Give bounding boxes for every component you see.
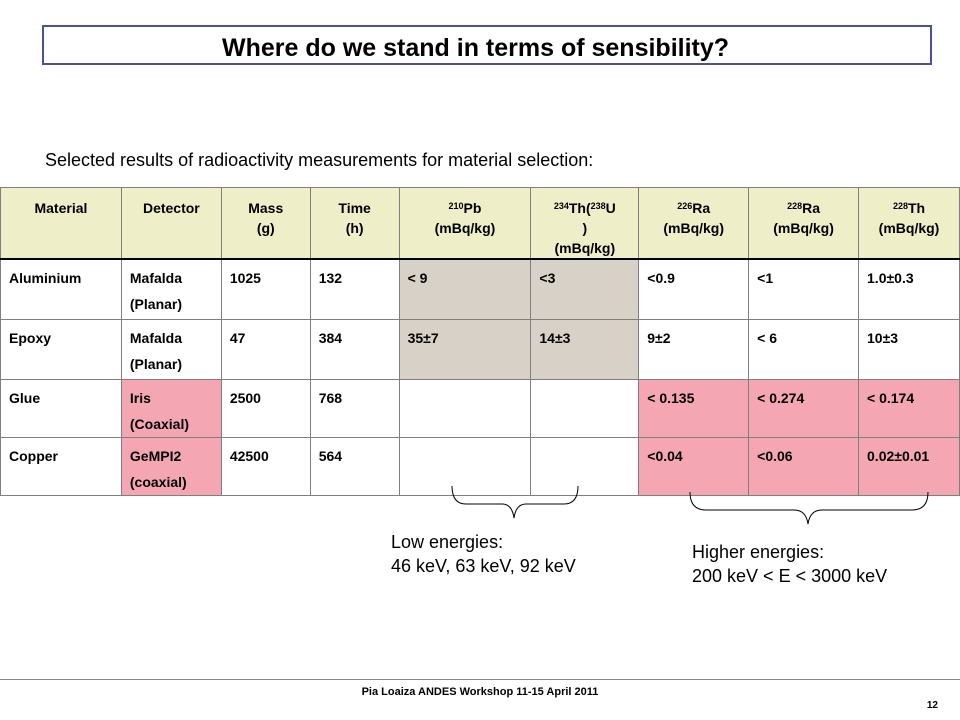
- cell-th234: [530, 378, 640, 438]
- cell-material: Glue: [0, 378, 122, 438]
- cell-ra226: <0.04: [638, 436, 750, 496]
- cell-time: 132: [309, 258, 400, 320]
- cell-ra226: 9±2: [638, 318, 750, 380]
- cell-pb210: 35±7: [398, 318, 532, 380]
- cell-material: Aluminium: [0, 258, 122, 320]
- cell-detector: Iris (Coaxial): [120, 378, 222, 438]
- cell-detector: Mafalda (Planar): [120, 318, 222, 380]
- col-header-time: Time (h): [309, 187, 400, 260]
- table-row: Copper GeMPI2 (coaxial) 42500 564 <0.04 <…: [0, 436, 960, 496]
- title-frame: [42, 25, 932, 65]
- cell-pb210: [398, 378, 532, 438]
- cell-th228: 1.0±0.3: [858, 258, 960, 320]
- cell-th228: 10±3: [858, 318, 960, 380]
- cell-mass: 2500: [220, 378, 311, 438]
- cell-detector: GeMPI2 (coaxial): [120, 436, 222, 496]
- cell-th234: 14±3: [530, 318, 640, 380]
- col-header-pb210: 210Pb (mBq/kg): [398, 187, 532, 260]
- cell-th228: < 0.174: [858, 378, 960, 438]
- cell-th228: 0.02±0.01: [858, 436, 960, 496]
- low-energy-brace: [451, 485, 579, 519]
- cell-time: 384: [309, 318, 400, 380]
- col-header-mass: Mass (g): [220, 187, 311, 260]
- page-number: 12: [926, 700, 938, 711]
- cell-pb210: < 9: [398, 258, 532, 320]
- cell-ra228: <0.06: [748, 436, 860, 496]
- header-row: Material Detector Mass (g) Time (h) 210Pb(…: [0, 187, 960, 260]
- cell-th234: <3: [530, 258, 640, 320]
- table-row: Aluminium Mafalda (Planar) 1025 132 < 9 <…: [0, 258, 960, 320]
- cell-ra228: < 0.274: [748, 378, 860, 438]
- col-header-detector: Detector: [120, 187, 222, 260]
- cell-ra226: < 0.135: [638, 378, 750, 438]
- cell-ra226: <0.9: [638, 258, 750, 320]
- cell-mass: 42500: [220, 436, 311, 496]
- cell-time: 768: [309, 378, 400, 438]
- cell-material: Epoxy: [0, 318, 122, 380]
- footer-divider: [0, 679, 960, 680]
- cell-ra228: < 6: [748, 318, 860, 380]
- cell-mass: 47: [220, 318, 311, 380]
- col-header-th228: 228Th (mBq/kg): [858, 187, 960, 260]
- footer-text: Pia Loaiza ANDES Workshop 11-15 April 20…: [361, 686, 599, 698]
- cell-detector: Mafalda (Planar): [120, 258, 222, 320]
- low-energy-note: Low energies: 46 keV, 63 keV, 92 keV: [391, 532, 576, 576]
- slide-title: Where do we stand in terms of sensibilit…: [220, 34, 732, 63]
- cell-material: Copper: [0, 436, 122, 496]
- table-row: Glue Iris (Coaxial) 2500 768 < 0.135 < 0.…: [0, 378, 960, 438]
- col-header-material: Material: [0, 187, 122, 260]
- high-energy-note: Higher energies: 200 keV < E < 3000 keV: [692, 542, 888, 586]
- col-header-th234: 234Th(238U) (mBq/kg): [530, 187, 640, 260]
- col-header-ra228: 228Ra (mBq/kg): [748, 187, 860, 260]
- table-row: Epoxy Mafalda (Planar) 47 384 35±7 14±3 9…: [0, 318, 960, 380]
- high-energy-brace: [689, 491, 929, 525]
- cell-mass: 1025: [220, 258, 311, 320]
- col-header-ra226: 226Ra (mBq/kg): [638, 187, 750, 260]
- cell-ra228: <1: [748, 258, 860, 320]
- slide-subtitle: Selected results of radioactivity measur…: [45, 150, 594, 170]
- cell-th234: [530, 436, 640, 496]
- cell-time: 564: [309, 436, 400, 496]
- results-table: Material Detector Mass (g) Time (h) 210Pb(…: [0, 187, 960, 496]
